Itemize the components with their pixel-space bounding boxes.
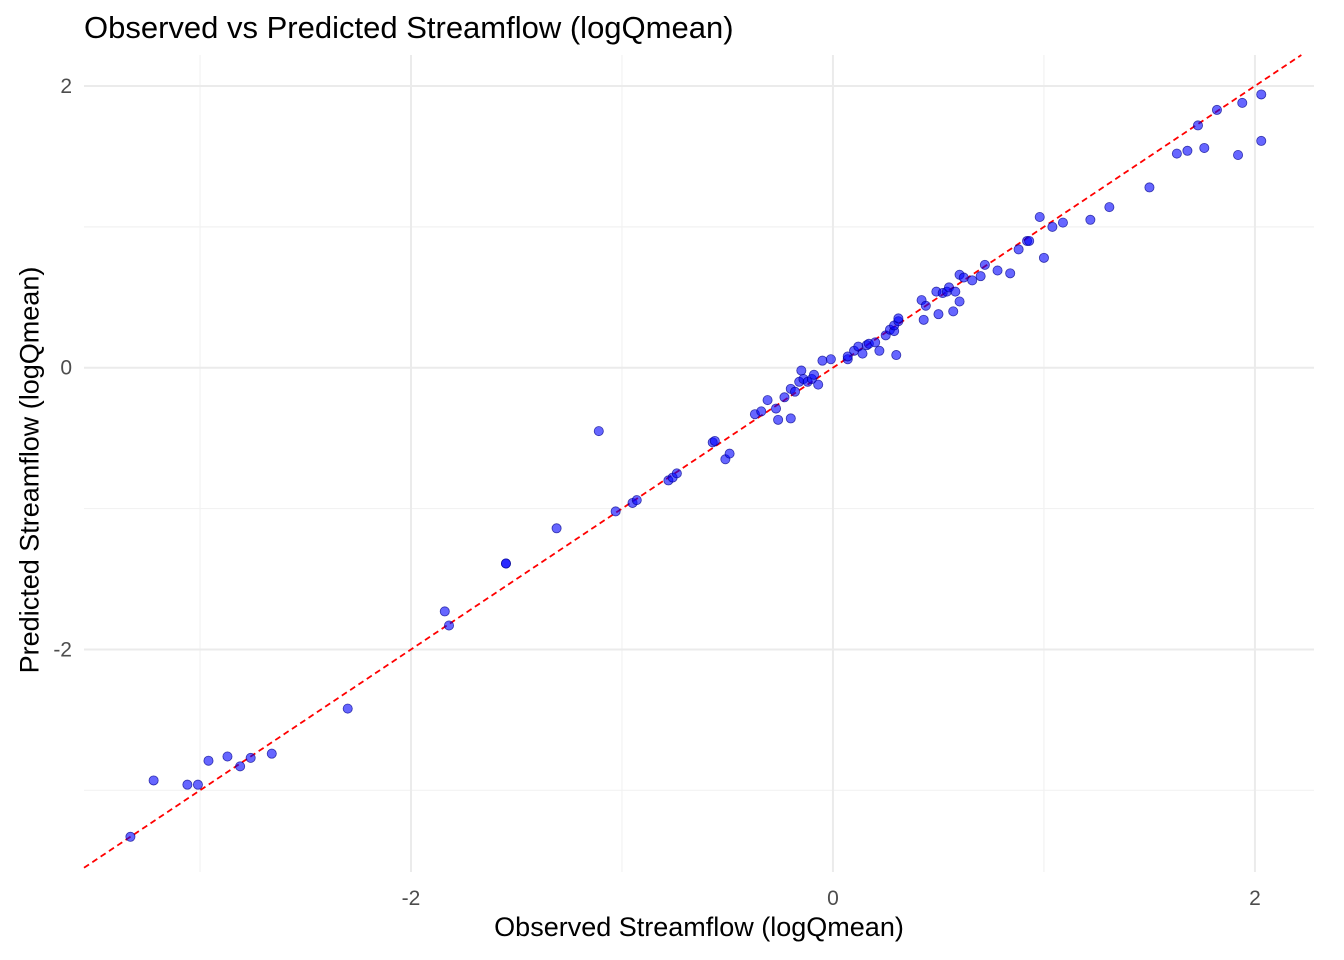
data-point bbox=[192, 779, 203, 790]
y-tick-label: 0 bbox=[60, 357, 72, 380]
chart-title: Observed vs Predicted Streamflow (logQme… bbox=[84, 10, 734, 45]
data-point bbox=[779, 392, 790, 403]
data-point bbox=[235, 761, 246, 772]
data-point bbox=[610, 506, 621, 517]
data-point bbox=[756, 406, 767, 417]
data-point bbox=[893, 313, 904, 324]
x-tick-label: 2 bbox=[1249, 887, 1261, 910]
data-point bbox=[709, 435, 720, 446]
data-point bbox=[825, 354, 836, 365]
data-point bbox=[1237, 97, 1248, 108]
data-point bbox=[1047, 221, 1058, 232]
data-point bbox=[342, 703, 353, 714]
x-tick-label: -2 bbox=[402, 887, 421, 910]
data-point bbox=[1211, 104, 1222, 115]
data-point bbox=[1199, 142, 1210, 153]
data-point bbox=[773, 414, 784, 425]
data-point bbox=[1038, 252, 1049, 263]
data-point bbox=[671, 468, 682, 479]
data-point bbox=[1085, 214, 1096, 225]
data-point bbox=[789, 386, 800, 397]
y-tick-label: 2 bbox=[60, 75, 72, 98]
y-tick-label: -2 bbox=[53, 638, 72, 661]
data-point bbox=[1034, 211, 1045, 222]
data-point bbox=[979, 259, 990, 270]
data-point bbox=[724, 448, 735, 459]
data-point bbox=[891, 350, 902, 361]
data-point bbox=[950, 286, 961, 297]
y-tick-labels: -2 0 2 bbox=[53, 75, 72, 661]
data-point bbox=[631, 495, 642, 506]
points-group bbox=[125, 89, 1267, 842]
data-point bbox=[808, 369, 819, 380]
data-point bbox=[551, 523, 562, 534]
data-point bbox=[796, 365, 807, 376]
data-point bbox=[762, 395, 773, 406]
data-point bbox=[593, 426, 604, 437]
data-point bbox=[1256, 89, 1267, 100]
data-point bbox=[1057, 217, 1068, 228]
y-axis-label: Predicted Streamflow (logQmean) bbox=[14, 266, 45, 674]
grid-minor bbox=[84, 55, 1314, 872]
data-point bbox=[1013, 244, 1024, 255]
reference-line-group bbox=[83, 54, 1302, 869]
data-point bbox=[1024, 235, 1035, 246]
data-point bbox=[1233, 150, 1244, 161]
data-point bbox=[870, 337, 881, 348]
data-point bbox=[266, 748, 277, 759]
data-point bbox=[439, 606, 450, 617]
data-point bbox=[1005, 268, 1016, 279]
data-point bbox=[813, 379, 824, 390]
data-point bbox=[948, 306, 959, 317]
data-point bbox=[1144, 182, 1155, 193]
data-point bbox=[967, 275, 978, 286]
data-point bbox=[500, 558, 511, 569]
data-point bbox=[1182, 145, 1193, 156]
data-point bbox=[857, 348, 868, 359]
data-point bbox=[443, 620, 454, 631]
data-point bbox=[1256, 135, 1267, 146]
data-point bbox=[975, 271, 986, 282]
data-point bbox=[1192, 120, 1203, 131]
data-point bbox=[203, 755, 214, 766]
data-point bbox=[992, 265, 1003, 276]
data-point bbox=[918, 314, 929, 325]
x-axis-label: Observed Streamflow (logQmean) bbox=[494, 912, 904, 942]
data-point bbox=[222, 751, 233, 762]
data-point bbox=[817, 355, 828, 366]
data-point bbox=[785, 413, 796, 424]
data-point bbox=[182, 779, 193, 790]
data-point bbox=[933, 309, 944, 320]
data-point bbox=[1171, 148, 1182, 159]
reference-line bbox=[83, 54, 1302, 869]
data-point bbox=[954, 296, 965, 307]
x-tick-label: 0 bbox=[827, 887, 839, 910]
data-point bbox=[125, 831, 136, 842]
x-tick-labels: -2 0 2 bbox=[402, 887, 1261, 910]
grid-major bbox=[84, 55, 1314, 872]
data-point bbox=[874, 345, 885, 356]
data-point bbox=[920, 300, 931, 311]
data-point bbox=[842, 351, 853, 362]
data-point bbox=[1104, 202, 1115, 213]
data-point bbox=[148, 775, 159, 786]
data-point bbox=[771, 403, 782, 414]
data-point bbox=[245, 752, 256, 763]
data-point bbox=[958, 272, 969, 283]
